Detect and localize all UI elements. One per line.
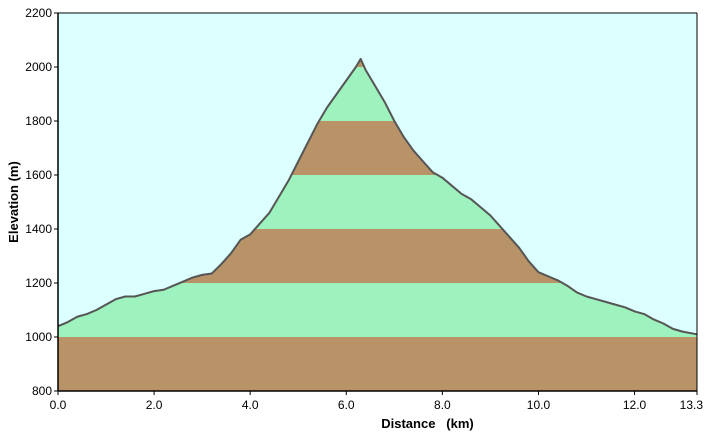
x-tick-label: 4.0 <box>242 398 259 412</box>
y-axis-title: Elevation (m) <box>6 161 21 243</box>
y-tick-label: 800 <box>32 384 52 398</box>
x-axis-title: Distance (km) <box>381 416 473 431</box>
x-tick-label: 12.0 <box>623 398 647 412</box>
y-tick-label: 1400 <box>25 222 52 236</box>
axis-ticks: 800 1000 1200 1400 1600 1800 2000 2200 0.0 2.0 4.0… <box>25 6 703 412</box>
axes <box>57 12 698 392</box>
x-tick-label: 6.0 <box>338 398 355 412</box>
elevation-band <box>58 337 697 391</box>
y-tick-label: 1600 <box>25 168 52 182</box>
y-tick-label: 2000 <box>25 60 52 74</box>
x-tick-label: 2.0 <box>146 398 163 412</box>
y-tick-label: 1800 <box>25 114 52 128</box>
y-tick-label: 2200 <box>25 6 52 20</box>
x-tick-label: 0.0 <box>50 398 67 412</box>
x-tick-label: 10.0 <box>527 398 551 412</box>
elevation-profile-line <box>57 57 698 336</box>
x-tick-label: 13.3 <box>680 398 704 412</box>
x-tick-label: 8.0 <box>434 398 451 412</box>
y-tick-label: 1000 <box>25 330 52 344</box>
profile-line-layer <box>57 57 698 336</box>
y-tick-label: 1200 <box>25 276 52 290</box>
